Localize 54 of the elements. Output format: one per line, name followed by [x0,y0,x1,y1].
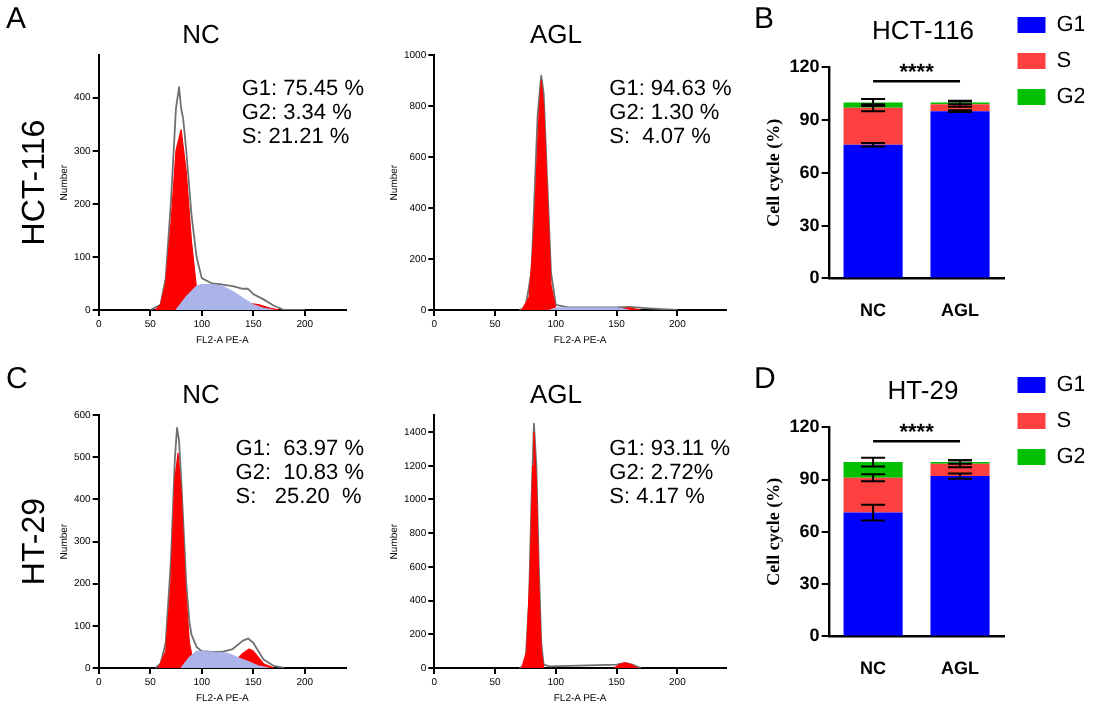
y-tick-label: 60 [799,520,820,541]
bar [930,111,990,278]
text: HT-29 [18,497,52,586]
annotation: G2: 3.34 % [241,101,353,126]
bar [930,476,990,636]
annotation: G1: 75.45 % [241,77,365,102]
text: A [6,2,27,36]
legend-label: G1 [1056,373,1086,398]
text: D [754,362,776,396]
annotation: S: 4.17 % [609,485,706,510]
annotation: S: 25.20 % [235,485,362,510]
annotation: G1: 93.11 % [609,437,731,462]
chart-title: AGL [529,18,583,49]
x-tick-label: AGL [941,300,981,321]
annotation: G2: 1.30 % [609,101,720,126]
y-tick-label: 0 [809,625,820,646]
y-axis-title: Cell cycle (%) [763,118,784,227]
text: HCT-116 [18,119,52,246]
chart-title: AGL [529,378,583,409]
annotation: **** [899,421,936,446]
chart-title: NC [182,378,220,409]
chart-title: NC [182,18,220,49]
bar [843,512,903,636]
x-tick-label: NC [860,300,888,321]
x-tick-label: NC [860,658,888,679]
chart-title: HT-29 [887,374,959,405]
text: B [754,2,775,36]
y-tick-label: 30 [799,573,820,594]
y-tick-label: 30 [799,214,820,235]
bar [843,107,903,145]
y-tick-label: 60 [799,161,820,182]
legend-label: G2 [1056,85,1086,110]
annotation: S: 4.07 % [609,125,712,150]
annotation: S: 21.21 % [241,125,350,150]
y-tick-label: 0 [809,267,820,288]
annotation: G1: 94.63 % [609,77,733,102]
y-tick-label: 120 [789,56,820,77]
chart-title: HCT-116 [871,14,975,45]
annotation: **** [899,61,936,86]
bar [843,477,903,513]
annotation: G2: 10.83 % [235,461,365,486]
y-tick-label: 90 [799,468,820,489]
legend-label: S [1056,409,1072,434]
annotation: G2: 2.72% [609,461,714,486]
y-tick-label: 120 [789,416,820,437]
y-axis-title: Cell cycle (%) [763,477,784,586]
legend-label: S [1056,49,1072,74]
legend-label: G1 [1056,13,1086,38]
legend-label: G2 [1056,445,1086,470]
annotation: G1: 63.97 % [235,437,365,462]
y-tick-label: 90 [799,108,820,129]
bar [843,144,903,278]
x-tick-label: AGL [941,658,981,679]
text: C [6,362,28,396]
